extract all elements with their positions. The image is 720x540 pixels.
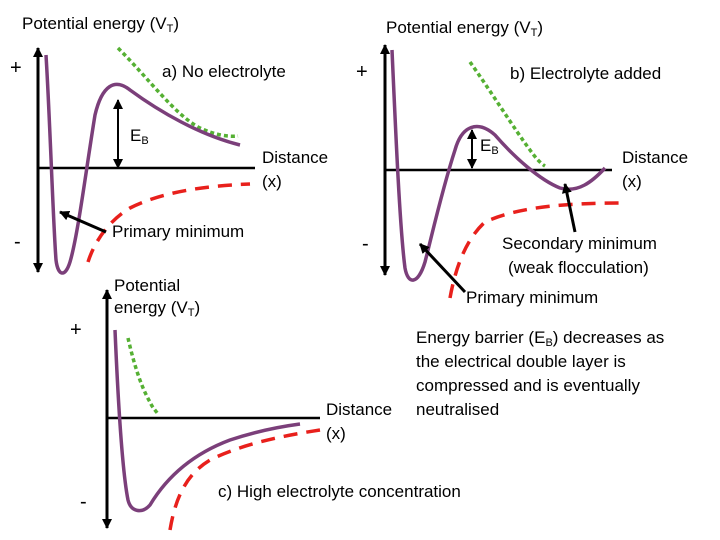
panel-b-repulsion-curve <box>468 60 546 168</box>
panel-a-potential-curve <box>44 54 241 275</box>
panel-c-attraction-curve <box>168 428 321 531</box>
panel-b-secondary-min-arrow <box>561 183 577 233</box>
panel-b-potential-curve <box>390 49 607 282</box>
panel-a-distance-unit: (x) <box>262 172 282 191</box>
panel-b-title: b) Electrolyte added <box>510 64 662 83</box>
panel-b-secondary-min-note: (weak flocculation) <box>508 258 649 277</box>
panel-b-distance-unit: (x) <box>622 172 642 191</box>
panel-a-plus-sign: + <box>10 57 22 79</box>
panel-a-minus-sign: - <box>14 231 21 253</box>
panel-c-repulsion-curve <box>126 337 160 416</box>
panel-a-y-label: Potential energy (VT) <box>22 14 179 35</box>
panel-b-primary-min-arrow <box>418 242 467 294</box>
panel-c-title: c) High electrolyte concentration <box>218 482 461 501</box>
note-line-4: neutralised <box>416 400 500 419</box>
panel-a-distance-label: Distance <box>262 148 329 167</box>
panel-c-y-label-line2: energy (VT) <box>114 298 201 319</box>
panel-c-potential-curve <box>113 329 301 513</box>
panel-b-distance-label: Distance <box>622 148 689 167</box>
panel-b-secondary-min-label: Secondary minimum <box>502 234 657 253</box>
panel-a-repulsion-curve <box>116 46 239 138</box>
panel-b-primary-min-label: Primary minimum <box>466 288 599 307</box>
panel-a-eb-label: EB <box>130 126 149 147</box>
panel-c-plus-sign: + <box>70 319 82 341</box>
panel-a-primary-min-label: Primary minimum <box>112 222 245 241</box>
panel-b-eb-label: EB <box>480 136 499 157</box>
panel-a-attraction-curve <box>86 182 251 263</box>
panel-b-attraction-curve <box>448 201 626 299</box>
panel-c-distance-label: Distance <box>326 400 393 419</box>
panel-a-primary-min-arrow <box>59 210 107 234</box>
panel-b-plus-sign: + <box>356 61 368 83</box>
panel-c-y-label-line1: Potential <box>114 276 181 295</box>
panel-b-minus-sign: - <box>362 233 369 255</box>
note-line-2: the electrical double layer is <box>416 352 626 371</box>
panel-c-minus-sign: - <box>80 491 87 513</box>
panel-b-y-label: Potential energy (VT) <box>386 18 543 39</box>
panel-a-title: a) No electrolyte <box>162 62 286 81</box>
panel-c-distance-unit: (x) <box>326 424 346 443</box>
note-line-1: Energy barrier (EB) decreases as <box>416 328 665 349</box>
note-line-3: compressed and is eventually <box>416 376 640 395</box>
